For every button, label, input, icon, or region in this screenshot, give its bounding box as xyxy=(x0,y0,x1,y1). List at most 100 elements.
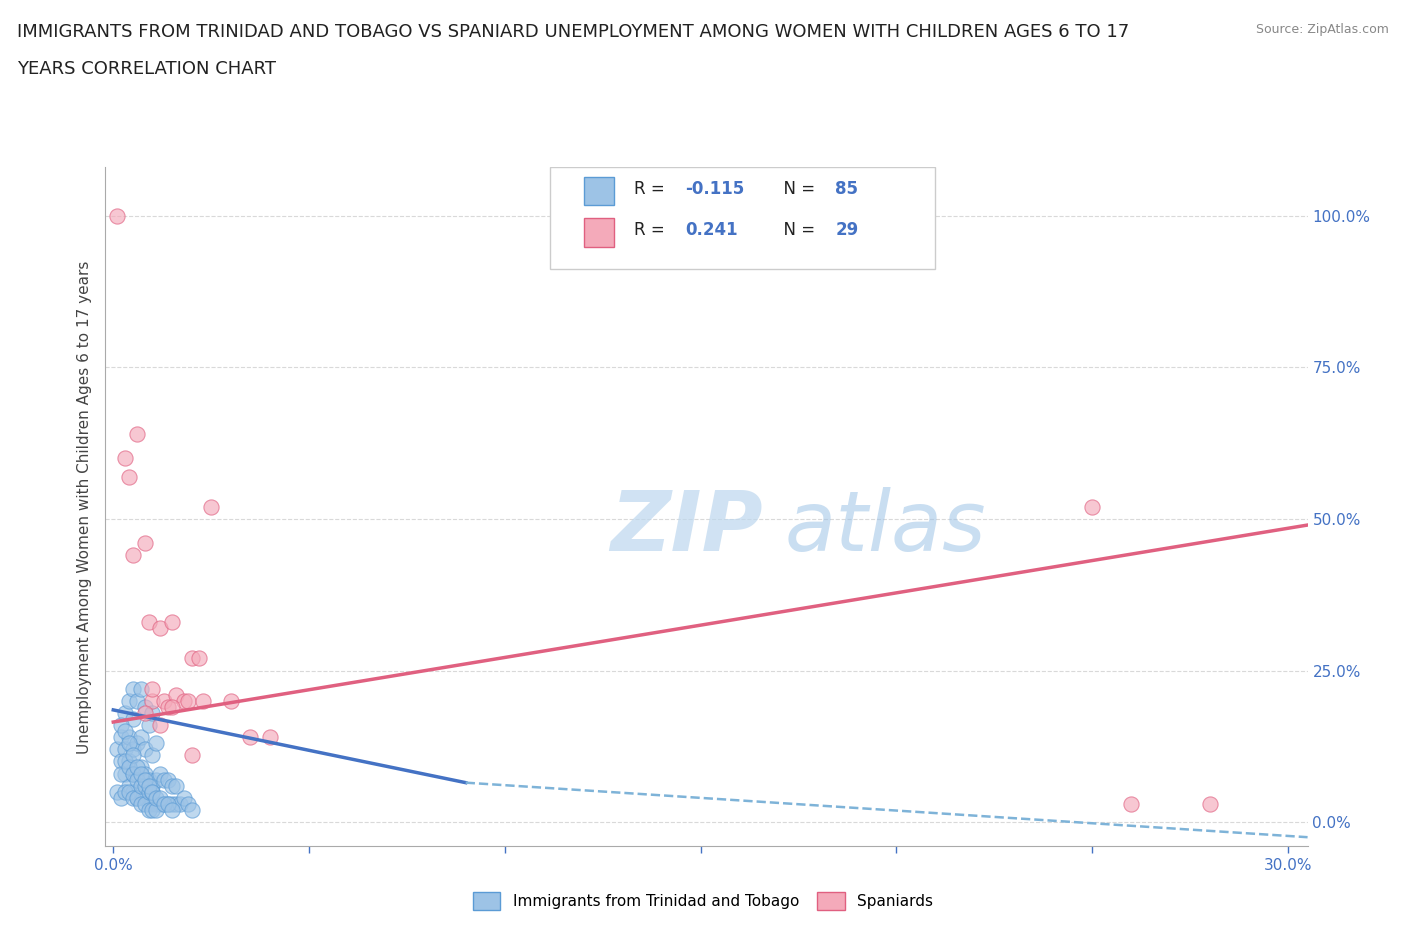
Point xyxy=(188,651,211,666)
Point xyxy=(180,803,202,817)
Point xyxy=(129,796,152,811)
Point xyxy=(176,694,198,709)
Point xyxy=(153,796,176,811)
Text: ZIP: ZIP xyxy=(610,486,763,567)
Point xyxy=(219,694,242,709)
Point xyxy=(160,778,183,793)
Point xyxy=(145,736,167,751)
Text: N =: N = xyxy=(773,179,820,198)
Point xyxy=(118,760,141,775)
Point xyxy=(121,784,143,799)
Text: N =: N = xyxy=(773,221,820,239)
Point xyxy=(129,682,152,697)
Point xyxy=(121,548,143,563)
Text: 85: 85 xyxy=(835,179,858,198)
Point xyxy=(121,766,143,781)
Point xyxy=(145,803,167,817)
Point xyxy=(157,796,180,811)
Point xyxy=(134,706,156,721)
Point xyxy=(1121,796,1143,811)
Point xyxy=(176,796,198,811)
Point xyxy=(129,730,152,745)
Point xyxy=(141,706,163,721)
Point xyxy=(149,766,172,781)
Point xyxy=(125,694,148,709)
Point xyxy=(110,766,132,781)
Point xyxy=(141,784,163,799)
Point xyxy=(125,760,148,775)
Point xyxy=(114,754,136,769)
Point xyxy=(153,694,176,709)
Point xyxy=(114,766,136,781)
Point xyxy=(125,790,148,805)
Point xyxy=(173,790,195,805)
Point xyxy=(165,778,187,793)
Point xyxy=(118,736,141,751)
Point xyxy=(193,694,215,709)
Point xyxy=(153,796,176,811)
Point xyxy=(125,790,148,805)
Point xyxy=(138,784,160,799)
Point xyxy=(239,730,262,745)
Point xyxy=(157,796,180,811)
Point xyxy=(114,784,136,799)
Point xyxy=(129,766,152,781)
Point xyxy=(160,796,183,811)
Point xyxy=(145,790,167,805)
Point xyxy=(134,742,156,757)
Point xyxy=(105,784,128,799)
Text: R =: R = xyxy=(634,179,671,198)
Point xyxy=(121,682,143,697)
Point xyxy=(125,772,148,787)
Point xyxy=(141,796,163,811)
FancyBboxPatch shape xyxy=(550,167,935,270)
Point xyxy=(134,699,156,714)
Point xyxy=(149,718,172,733)
Point xyxy=(165,796,187,811)
Point xyxy=(160,699,183,714)
Point xyxy=(141,748,163,763)
Point xyxy=(110,754,132,769)
Point xyxy=(105,208,128,223)
Text: atlas: atlas xyxy=(785,486,986,567)
Point xyxy=(141,694,163,709)
Point xyxy=(141,682,163,697)
Point xyxy=(118,754,141,769)
FancyBboxPatch shape xyxy=(583,218,614,246)
Point xyxy=(138,778,160,793)
Text: Source: ZipAtlas.com: Source: ZipAtlas.com xyxy=(1256,23,1389,36)
Point xyxy=(145,772,167,787)
Point xyxy=(118,694,141,709)
Point xyxy=(145,796,167,811)
Point xyxy=(180,748,202,763)
Point xyxy=(157,772,180,787)
Point xyxy=(138,615,160,630)
Point xyxy=(129,778,152,793)
Point xyxy=(259,730,281,745)
Point xyxy=(134,536,156,551)
Point xyxy=(125,766,148,781)
Text: 29: 29 xyxy=(835,221,859,239)
Point xyxy=(118,778,141,793)
Point xyxy=(121,790,143,805)
Point xyxy=(114,724,136,738)
Point xyxy=(125,427,148,442)
Point xyxy=(114,706,136,721)
Point xyxy=(105,742,128,757)
Legend: Immigrants from Trinidad and Tobago, Spaniards: Immigrants from Trinidad and Tobago, Spa… xyxy=(465,884,941,918)
Point xyxy=(138,718,160,733)
Point xyxy=(110,790,132,805)
Point xyxy=(118,784,141,799)
Point xyxy=(165,687,187,702)
Point xyxy=(153,772,176,787)
Point xyxy=(118,469,141,484)
Point xyxy=(134,796,156,811)
Text: 0.241: 0.241 xyxy=(685,221,738,239)
Y-axis label: Unemployment Among Women with Children Ages 6 to 17 years: Unemployment Among Women with Children A… xyxy=(77,260,93,753)
Point xyxy=(114,451,136,466)
Point xyxy=(121,742,143,757)
Point xyxy=(138,796,160,811)
Point xyxy=(149,620,172,635)
FancyBboxPatch shape xyxy=(583,177,614,206)
Point xyxy=(114,742,136,757)
